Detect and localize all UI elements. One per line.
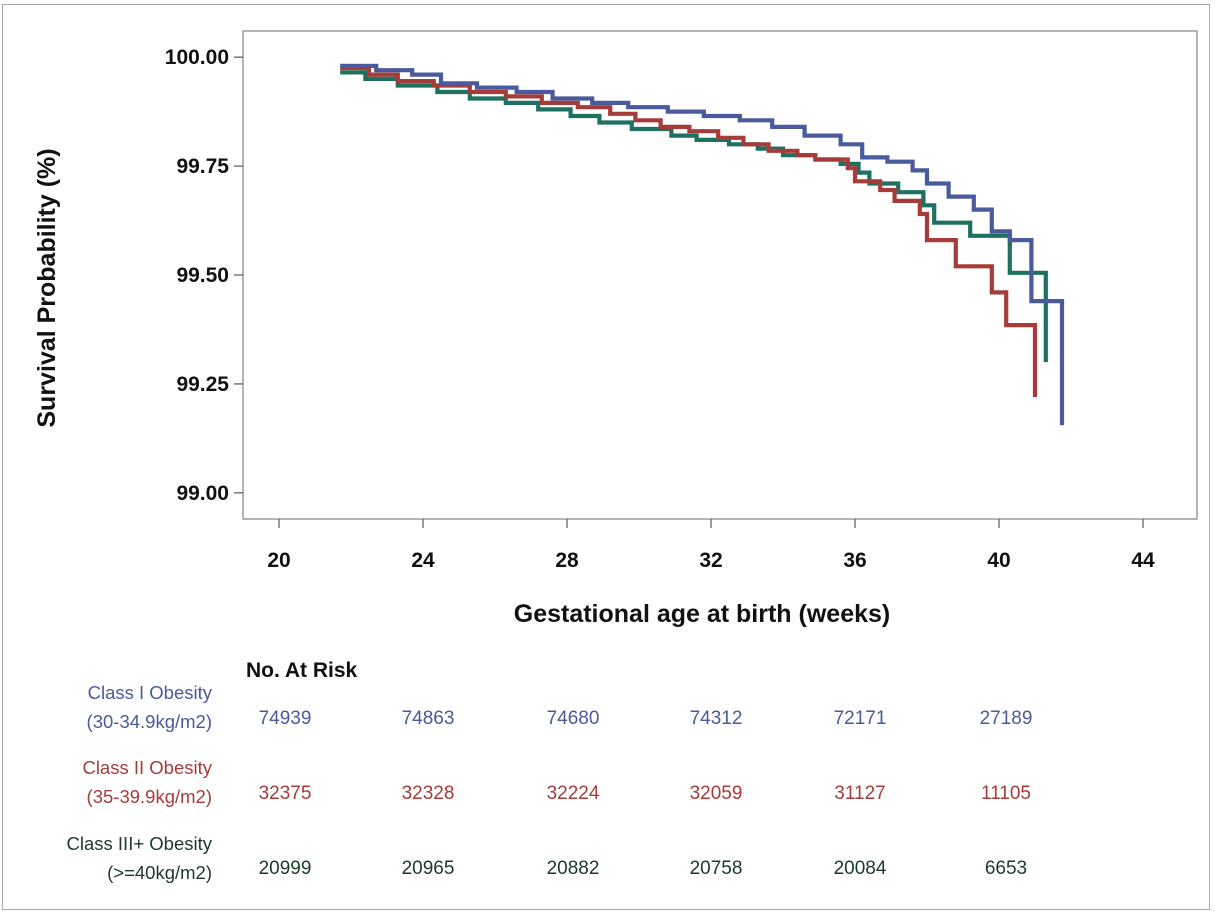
risk-table: Class I Obesity (30-34.9kg/m2) 74939 74863 7… <box>67 682 1033 883</box>
x-tick-label: 20 <box>267 549 290 572</box>
risk-row-label-line1: Class III+ Obesity <box>67 833 213 854</box>
risk-cell: 74312 <box>690 708 743 729</box>
risk-cell: 20084 <box>834 858 887 879</box>
risk-cell: 32224 <box>547 783 600 804</box>
risk-cell: 31127 <box>834 783 885 804</box>
risk-row-label-line1: Class II Obesity <box>82 757 212 778</box>
risk-row-label-line2: (>=40kg/m2) <box>107 862 212 883</box>
survival-curve-series-2 <box>340 65 1038 397</box>
survival-curve-series-1 <box>340 63 1065 426</box>
x-tick-label: 32 <box>699 549 722 572</box>
x-tick-label: 36 <box>843 549 866 572</box>
risk-row-label-line2: (35-39.9kg/m2) <box>87 786 212 807</box>
x-tick-label: 44 <box>1131 549 1155 572</box>
x-tick-label: 40 <box>987 549 1010 572</box>
x-tick-label: 24 <box>411 549 435 572</box>
risk-cell: 6653 <box>985 858 1027 879</box>
plot-area <box>242 30 1198 520</box>
y-axis-title: Survival Probability (%) <box>33 148 61 427</box>
risk-cell: 20965 <box>402 858 455 879</box>
risk-cell: 74863 <box>402 708 455 729</box>
risk-cell: 20999 <box>259 858 312 879</box>
y-axis: 100.00 99.75 99.50 99.25 99.00 <box>165 46 243 505</box>
risk-cell: 27189 <box>980 708 1033 729</box>
survival-curve-series-3 <box>340 70 1048 363</box>
risk-cell: 11105 <box>981 783 1031 804</box>
risk-cell: 20758 <box>690 858 743 879</box>
x-axis: 20 24 28 32 36 40 44 <box>267 519 1155 572</box>
risk-row-label-line1: Class I Obesity <box>88 682 213 703</box>
risk-cell: 20882 <box>547 858 600 879</box>
risk-cell: 72171 <box>834 708 887 729</box>
risk-row-label-line2: (30-34.9kg/m2) <box>87 711 212 732</box>
y-tick-label: 99.50 <box>176 264 229 287</box>
series-layer <box>340 63 1065 426</box>
y-tick-label: 99.25 <box>176 373 229 396</box>
risk-cell: 32375 <box>259 783 312 804</box>
y-tick-label: 100.00 <box>165 46 229 69</box>
y-tick-label: 99.75 <box>176 155 229 178</box>
risk-table-title: No. At Risk <box>246 659 358 682</box>
x-tick-label: 28 <box>555 549 579 572</box>
risk-cell: 74680 <box>547 708 600 729</box>
y-tick-label: 99.00 <box>176 482 229 505</box>
risk-cell: 32059 <box>690 783 743 804</box>
risk-cell: 74939 <box>259 708 312 729</box>
x-axis-title: Gestational age at birth (weeks) <box>514 600 891 628</box>
risk-cell: 32328 <box>402 783 455 804</box>
figure-frame <box>2 4 1210 910</box>
